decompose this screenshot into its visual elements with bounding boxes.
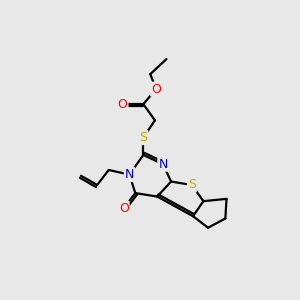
Text: O: O: [118, 98, 128, 111]
Text: S: S: [140, 131, 147, 144]
Text: N: N: [125, 168, 134, 181]
Text: N: N: [158, 158, 168, 171]
Text: O: O: [119, 202, 129, 214]
Text: O: O: [151, 82, 161, 96]
Text: S: S: [188, 178, 196, 191]
